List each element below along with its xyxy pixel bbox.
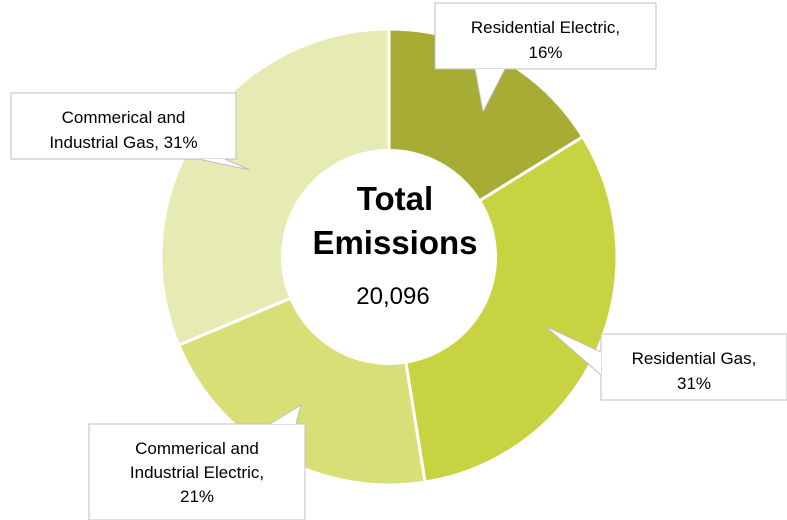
- center-total-value: 20,096: [356, 283, 429, 310]
- callout-box: [10, 92, 237, 160]
- donut-hole: [281, 149, 497, 365]
- callout-pointer-edge: [474, 68, 506, 114]
- callout-residential-electric: Residential Electric, 16%: [434, 2, 657, 114]
- callout-commerical-and-industrial-gas: Commerical and Industrial Gas, 31%: [10, 92, 251, 171]
- callout-residential-gas: Residential Gas, 31%: [544, 325, 787, 401]
- callout-pointer: [475, 69, 505, 112]
- callout-label-line: 31%: [677, 374, 711, 393]
- callout-label-line: Industrial Electric,: [130, 463, 264, 482]
- callout-pointer-edge: [197, 158, 251, 171]
- callout-label-line: Residential Gas,: [632, 349, 757, 368]
- callout-label-line: Residential Electric,: [471, 18, 620, 37]
- center-title-line-1: Total: [357, 180, 433, 217]
- callout-pointer-edge: [269, 403, 302, 425]
- callout-label-line: Commerical and: [135, 439, 259, 458]
- callout-label-line: 16%: [528, 43, 562, 62]
- callout-label-line: Industrial Gas, 31%: [49, 133, 197, 152]
- callout-box: [434, 2, 657, 70]
- callout-pointer-edge: [544, 325, 602, 376]
- center-title-line-2: Emissions: [312, 224, 477, 261]
- callout-box: [600, 333, 787, 401]
- callouts-group: Residential Electric, 16% Residential Gas,…: [10, 2, 787, 520]
- callout-label-line: 21%: [180, 487, 214, 506]
- slices-group: [159, 27, 619, 487]
- callout-box: [88, 423, 306, 520]
- callout-commerical-and-industrial-electric: Commerical and Industrial Electric, 21%: [88, 403, 306, 520]
- callout-label-line: Commerical and: [62, 108, 186, 127]
